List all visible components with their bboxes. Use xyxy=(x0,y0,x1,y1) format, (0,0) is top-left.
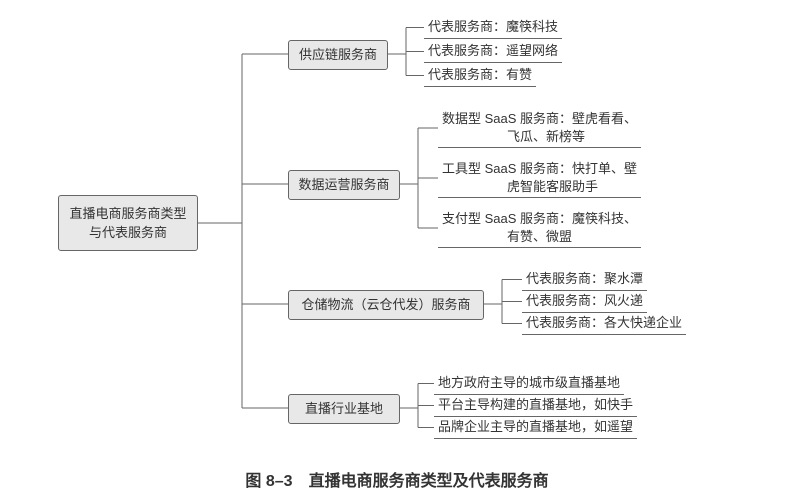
leaf-2-0: 代表服务商：聚水潭 xyxy=(522,268,647,291)
leaf-3-0: 地方政府主导的城市级直播基地 xyxy=(434,372,624,395)
root-node: 直播电商服务商类型 与代表服务商 xyxy=(58,195,198,251)
leaf-0-0: 代表服务商：魔筷科技 xyxy=(424,16,562,39)
branch-node-1: 数据运营服务商 xyxy=(288,170,400,200)
leaf-1-2: 支付型 SaaS 服务商：魔筷科技、 有赞、微盟 xyxy=(438,208,641,248)
tree-diagram: 直播电商服务商类型 与代表服务商 供应链服务商 代表服务商：魔筷科技代表服务商：遥望… xyxy=(0,0,794,440)
branch-node-0: 供应链服务商 xyxy=(288,40,388,70)
leaf-0-1: 代表服务商：遥望网络 xyxy=(424,40,562,63)
leaf-0-2: 代表服务商：有赞 xyxy=(424,64,536,87)
branch-node-3: 直播行业基地 xyxy=(288,394,400,424)
leaf-3-1: 平台主导构建的直播基地，如快手 xyxy=(434,394,637,417)
leaf-1-0: 数据型 SaaS 服务商：壁虎看看、 飞瓜、新榜等 xyxy=(438,108,641,148)
leaf-2-1: 代表服务商：风火递 xyxy=(522,290,647,313)
branch-node-2: 仓储物流（云仓代发）服务商 xyxy=(288,290,484,320)
figure-caption: 图 8–3 直播电商服务商类型及代表服务商 xyxy=(0,467,794,491)
leaf-2-2: 代表服务商：各大快递企业 xyxy=(522,312,686,335)
leaf-3-2: 品牌企业主导的直播基地，如遥望 xyxy=(434,416,637,439)
leaf-1-1: 工具型 SaaS 服务商：快打单、壁 虎智能客服助手 xyxy=(438,158,641,198)
